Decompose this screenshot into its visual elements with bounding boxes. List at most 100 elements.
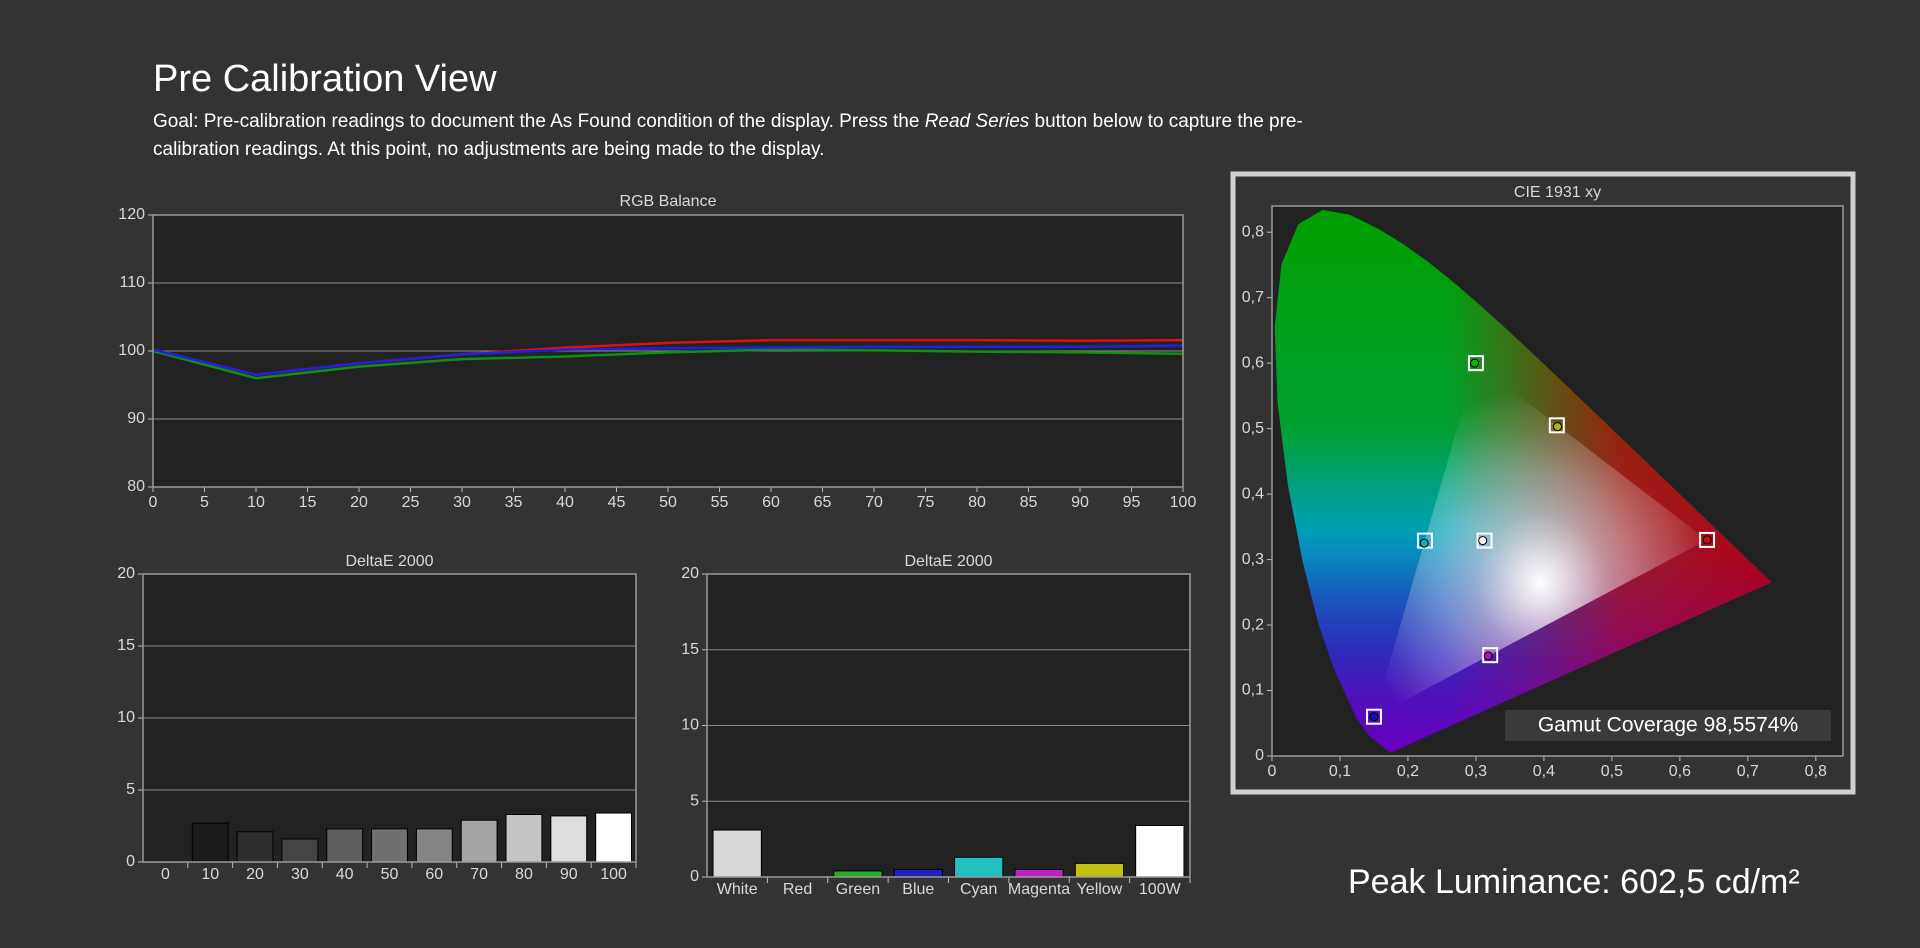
bar: [326, 828, 364, 863]
bar: [415, 828, 453, 863]
x-tick-label: 40: [336, 866, 354, 883]
chart-title: DeltaE 2000: [345, 553, 433, 570]
x-tick-label: 100W: [1139, 881, 1182, 898]
x-tick-label: 80: [968, 494, 986, 511]
x-tick-label: 40: [556, 494, 574, 511]
x-tick-label: 0,3: [1465, 763, 1487, 780]
bar: [460, 819, 498, 863]
bar: [595, 812, 633, 863]
x-tick-label: Red: [783, 881, 812, 898]
plot-border: [142, 573, 637, 863]
x-tick-label: Yellow: [1077, 881, 1123, 898]
x-tick-label: 0: [149, 494, 158, 511]
x-tick-label: 30: [453, 494, 471, 511]
bar: [954, 856, 1004, 878]
y-tick-label: 20: [681, 565, 699, 582]
cie-background: [1272, 206, 1843, 756]
x-tick-label: 5: [200, 494, 209, 511]
y-tick-label: 80: [127, 478, 145, 495]
y-tick-label: 5: [126, 781, 135, 798]
y-tick-label: 20: [117, 565, 135, 582]
x-tick-label: 60: [425, 866, 443, 883]
bar: [550, 815, 588, 863]
bar: [1074, 862, 1125, 878]
x-tick-label: Green: [836, 881, 880, 898]
series-line: [152, 348, 1184, 380]
y-tick-label: 0,1: [1242, 682, 1264, 699]
x-tick-label: 0,2: [1397, 763, 1419, 780]
x-tick-label: 0: [161, 866, 170, 883]
x-tick-label: 0,4: [1533, 763, 1555, 780]
point: [1478, 536, 1488, 546]
x-tick-label: 45: [608, 494, 626, 511]
x-tick-label: 10: [247, 494, 265, 511]
x-tick-label: 15: [299, 494, 317, 511]
bar: [833, 870, 883, 878]
x-tick-label: 0,6: [1669, 763, 1691, 780]
plot-border: [706, 573, 1191, 878]
x-tick-label: 70: [470, 866, 488, 883]
point: [1702, 535, 1712, 545]
description-text: Goal: Pre-calibration readings to docume…: [153, 111, 925, 132]
bar: [236, 831, 274, 863]
y-tick-label: 0: [690, 868, 699, 885]
x-tick-label: 90: [1071, 494, 1089, 511]
chart-title: CIE 1931 xy: [1514, 184, 1601, 201]
chart-title: RGB Balance: [620, 193, 717, 210]
x-tick-label: 100: [1170, 494, 1197, 511]
y-tick-label: 0,6: [1242, 354, 1264, 371]
x-tick-label: 80: [515, 866, 533, 883]
point: [1365, 708, 1382, 725]
x-tick-label: 70: [865, 494, 883, 511]
y-tick-label: 5: [690, 792, 699, 809]
x-tick-label: 0,8: [1805, 763, 1827, 780]
bar: [893, 868, 943, 878]
bar: [371, 828, 408, 863]
bar: [281, 838, 319, 863]
x-tick-label: 10: [201, 866, 219, 883]
bar: [1014, 868, 1064, 878]
point: [1467, 355, 1484, 372]
bar: [1135, 824, 1185, 878]
y-tick-label: 110: [119, 274, 145, 291]
x-tick-label: 20: [350, 494, 368, 511]
peak-luminance: Peak Luminance: 602,5 cd/m²: [1348, 863, 1800, 901]
x-tick-label: 50: [659, 494, 677, 511]
y-tick-label: 0,4: [1242, 485, 1264, 502]
plot-border: [152, 214, 1184, 488]
bar: [191, 822, 229, 863]
series-line: [152, 344, 1184, 377]
point: [1369, 712, 1379, 722]
y-tick-label: 90: [127, 410, 145, 427]
point: [1553, 422, 1562, 432]
x-tick-label: 50: [381, 866, 399, 883]
x-tick-label: 0,7: [1737, 763, 1759, 780]
x-tick-label: 100: [600, 866, 627, 883]
y-tick-label: 0: [126, 853, 135, 870]
x-tick-label: 0: [1268, 763, 1277, 780]
point: [1419, 538, 1429, 548]
x-tick-label: 55: [711, 494, 729, 511]
chart-title: DeltaE 2000: [904, 553, 992, 570]
cie-frame: [1230, 171, 1856, 795]
y-tick-label: 100: [118, 342, 145, 359]
y-tick-label: 15: [681, 641, 699, 658]
x-tick-label: Magenta: [1008, 881, 1070, 898]
x-tick-label: 75: [917, 494, 935, 511]
point: [1470, 358, 1480, 368]
x-tick-label: 60: [762, 494, 780, 511]
bar: [712, 829, 762, 878]
point: [1483, 651, 1493, 661]
x-tick-label: 20: [246, 866, 264, 883]
gamut-triangle: [1373, 363, 1708, 717]
x-tick-label: 95: [1123, 494, 1141, 511]
plot-border: [1271, 205, 1844, 757]
y-tick-label: 0,5: [1242, 420, 1264, 437]
description: Goal: Pre-calibration readings to docume…: [153, 108, 1333, 164]
bar: [505, 813, 543, 863]
description-text: button below to capture the pre-calibrat…: [153, 111, 1303, 160]
x-tick-label: White: [717, 881, 758, 898]
y-tick-label: 10: [117, 709, 135, 726]
